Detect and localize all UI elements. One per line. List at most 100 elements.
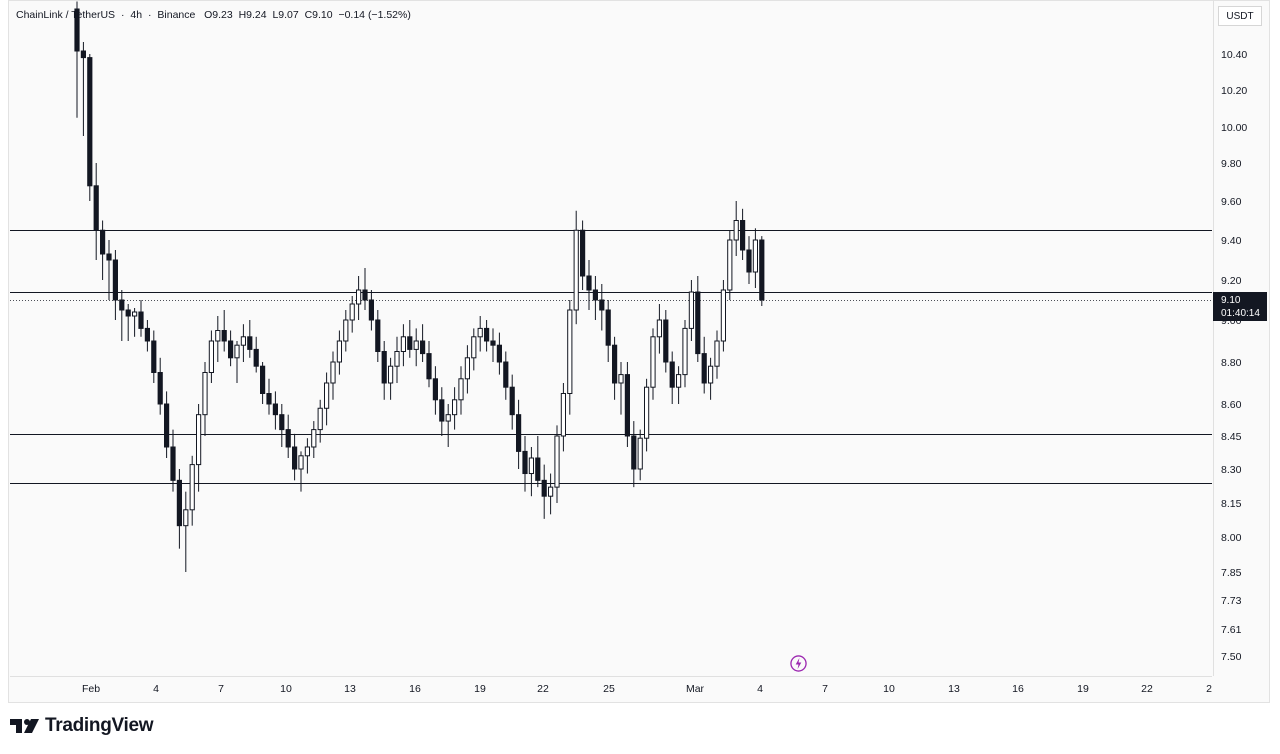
candle[interactable] bbox=[362, 268, 368, 310]
candle[interactable] bbox=[157, 357, 163, 415]
candle[interactable] bbox=[292, 433, 298, 481]
candle[interactable] bbox=[151, 330, 157, 384]
candle[interactable] bbox=[183, 491, 189, 572]
candle[interactable] bbox=[605, 300, 611, 362]
candle[interactable] bbox=[80, 42, 87, 136]
candle[interactable] bbox=[202, 362, 208, 436]
candle[interactable] bbox=[644, 378, 650, 452]
chart-frame[interactable] bbox=[8, 0, 1270, 703]
candle[interactable] bbox=[746, 236, 752, 284]
candle[interactable] bbox=[688, 280, 694, 341]
candle[interactable] bbox=[196, 404, 202, 492]
candle[interactable] bbox=[586, 260, 592, 310]
candle[interactable] bbox=[714, 330, 720, 379]
candle[interactable] bbox=[311, 421, 317, 458]
candle[interactable] bbox=[215, 316, 221, 362]
candle[interactable] bbox=[752, 228, 758, 288]
candle[interactable] bbox=[509, 374, 515, 430]
candle[interactable] bbox=[285, 414, 291, 458]
candle[interactable] bbox=[458, 366, 464, 415]
candle[interactable] bbox=[496, 332, 502, 375]
candle[interactable] bbox=[330, 351, 336, 400]
tradingview-brand[interactable]: TradingView bbox=[10, 715, 154, 737]
candle[interactable] bbox=[106, 240, 112, 300]
candle[interactable] bbox=[368, 290, 374, 331]
candle[interactable] bbox=[100, 220, 106, 281]
candle[interactable] bbox=[624, 362, 630, 447]
candle[interactable] bbox=[612, 336, 618, 400]
candle[interactable] bbox=[432, 366, 438, 415]
candle[interactable] bbox=[490, 328, 496, 362]
candle[interactable] bbox=[420, 324, 426, 362]
candle[interactable] bbox=[618, 362, 624, 415]
candle[interactable] bbox=[132, 308, 138, 337]
candle[interactable] bbox=[733, 201, 739, 256]
candle[interactable] bbox=[176, 469, 183, 549]
candle[interactable] bbox=[573, 210, 579, 325]
candle[interactable] bbox=[381, 341, 387, 400]
candle[interactable] bbox=[656, 304, 662, 354]
candle[interactable] bbox=[560, 383, 566, 452]
candle[interactable] bbox=[253, 336, 259, 373]
candle[interactable] bbox=[464, 345, 470, 394]
candle[interactable] bbox=[548, 473, 554, 515]
candle[interactable] bbox=[375, 310, 381, 362]
candle[interactable] bbox=[528, 447, 534, 497]
candle[interactable] bbox=[477, 316, 483, 352]
candle[interactable] bbox=[170, 429, 176, 492]
candle[interactable] bbox=[445, 404, 451, 447]
candle[interactable] bbox=[208, 330, 215, 384]
candle[interactable] bbox=[247, 320, 253, 358]
candle[interactable] bbox=[240, 324, 247, 362]
candle[interactable] bbox=[554, 425, 560, 503]
interval-label[interactable]: 4h bbox=[130, 9, 143, 21]
candle[interactable] bbox=[349, 296, 355, 333]
candle[interactable] bbox=[426, 341, 432, 388]
candle[interactable] bbox=[125, 304, 131, 341]
candle[interactable] bbox=[304, 438, 310, 474]
candle[interactable] bbox=[260, 362, 266, 404]
candle[interactable] bbox=[400, 324, 406, 367]
candle[interactable] bbox=[452, 387, 458, 430]
candle[interactable] bbox=[221, 310, 227, 352]
candle[interactable] bbox=[599, 284, 605, 331]
candle[interactable] bbox=[541, 464, 547, 519]
candle[interactable] bbox=[413, 328, 419, 367]
symbol-name[interactable]: ChainLink / TetherUS bbox=[16, 9, 116, 21]
candle[interactable] bbox=[631, 421, 637, 488]
candle[interactable] bbox=[439, 387, 445, 436]
candle[interactable] bbox=[592, 276, 598, 320]
candle[interactable] bbox=[317, 399, 323, 443]
candle[interactable] bbox=[727, 230, 733, 300]
candle[interactable] bbox=[93, 163, 99, 260]
candle[interactable] bbox=[298, 451, 304, 492]
candle[interactable] bbox=[535, 436, 541, 488]
candle[interactable] bbox=[234, 341, 240, 383]
candle[interactable] bbox=[144, 320, 151, 352]
candle[interactable] bbox=[503, 351, 509, 400]
candle[interactable] bbox=[701, 336, 707, 394]
candle[interactable] bbox=[138, 300, 144, 337]
candle[interactable] bbox=[708, 357, 714, 400]
candle[interactable] bbox=[119, 290, 125, 341]
candle[interactable] bbox=[720, 280, 726, 352]
candle[interactable] bbox=[407, 320, 413, 358]
candle[interactable] bbox=[676, 366, 682, 404]
currency-button[interactable]: USDT bbox=[1218, 6, 1262, 26]
candle[interactable] bbox=[356, 276, 362, 320]
candle[interactable] bbox=[740, 208, 746, 260]
candle[interactable] bbox=[522, 436, 528, 492]
candle[interactable] bbox=[87, 54, 93, 201]
candle[interactable] bbox=[669, 351, 675, 405]
candle[interactable] bbox=[650, 328, 656, 400]
candle[interactable] bbox=[112, 250, 119, 320]
candle[interactable] bbox=[272, 391, 278, 430]
candle[interactable] bbox=[663, 310, 669, 373]
candle[interactable] bbox=[637, 429, 643, 481]
candle[interactable] bbox=[695, 276, 701, 362]
candle[interactable] bbox=[567, 300, 573, 415]
lightning-bolt-icon[interactable] bbox=[790, 655, 807, 672]
candle[interactable] bbox=[164, 391, 170, 458]
candle[interactable] bbox=[266, 378, 272, 415]
